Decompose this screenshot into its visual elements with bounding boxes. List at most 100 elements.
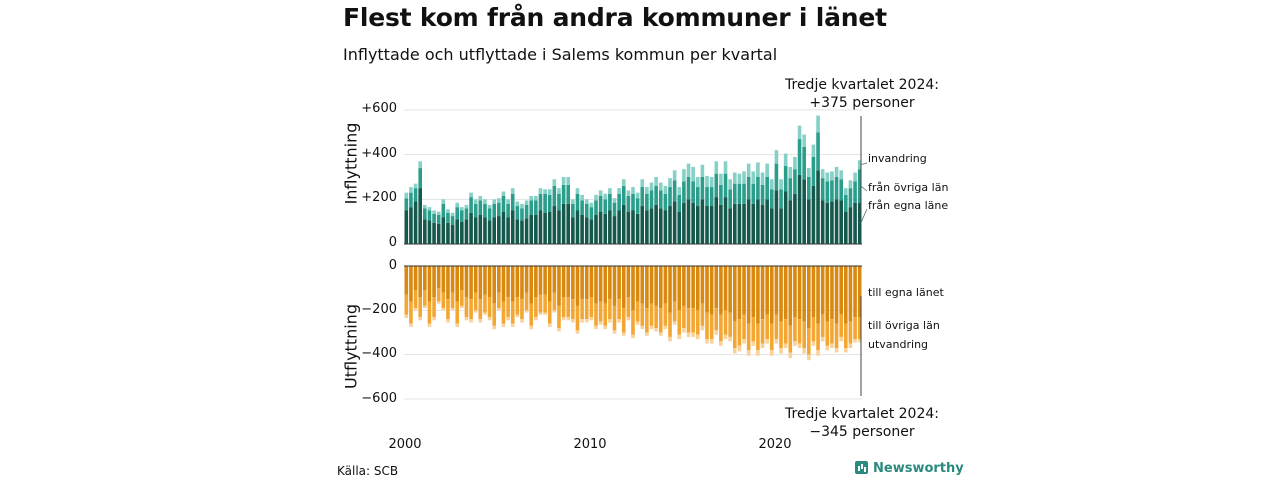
bar-in-ovriga (742, 183, 746, 204)
bar-in-egna (561, 203, 566, 244)
bar-in-invandring (802, 134, 806, 147)
bar-ut-ovriga (811, 316, 816, 342)
bar-in-ovriga (825, 181, 830, 203)
bar-ut-ovriga (756, 323, 760, 351)
bar-in-invandring (742, 171, 746, 184)
bar-ut-utvandring (830, 343, 834, 349)
bar-ut-ovriga (626, 297, 631, 317)
bar-in-invandring (455, 202, 460, 208)
annotation-inflow-line1: Tredje kvartalet 2024: (785, 77, 939, 93)
bar-ut-ovriga (446, 299, 450, 320)
chart-subtitle: Inflyttade och utflyttade i Salems kommu… (343, 45, 778, 64)
bar-ut-utvandring (506, 316, 510, 321)
bar-in-ovriga (668, 187, 672, 207)
bar-in-egna (612, 216, 617, 244)
series-label-till-egna-lanet: till egna länet (868, 286, 944, 299)
bar-in-egna (469, 212, 473, 244)
bar-ut-utvandring (441, 308, 446, 311)
bar-in-invandring (612, 198, 617, 203)
bar-in-ovriga (640, 187, 645, 207)
bar-in-invandring (464, 204, 469, 209)
bar-ut-egna (529, 266, 534, 304)
bar-ut-egna (802, 266, 806, 322)
label-leader-top (860, 162, 868, 166)
bar-ut-ovriga (820, 314, 825, 337)
bar-ut-ovriga (497, 292, 501, 309)
bar-ut-ovriga (834, 323, 839, 349)
bar-in-egna (538, 210, 543, 244)
bar-ut-egna (520, 266, 524, 300)
bar-ut-ovriga (413, 290, 418, 309)
bar-in-ovriga (811, 156, 816, 186)
bar-ut-utvandring (473, 310, 478, 313)
bar-in-ovriga (557, 193, 561, 211)
bar-ut-ovriga (788, 325, 793, 353)
bar-ut-egna (844, 266, 848, 324)
bar-in-ovriga (848, 188, 853, 208)
bar-ut-utvandring (561, 316, 566, 321)
bar-in-ovriga (844, 194, 848, 212)
bar-in-egna (658, 208, 663, 244)
bar-in-invandring (510, 188, 515, 194)
bar-in-egna (584, 217, 589, 244)
series-label-invandring: invandring (868, 152, 927, 165)
bar-ut-ovriga (409, 301, 413, 324)
bar-ut-utvandring (608, 319, 612, 323)
bar-ut-egna (695, 266, 700, 311)
bar-in-egna (663, 210, 668, 244)
bar-ut-utvandring (478, 319, 483, 323)
bar-ut-egna (450, 266, 455, 293)
bar-ut-ovriga (617, 299, 621, 320)
annotation-inflow-line2: +375 personer (809, 95, 915, 111)
bar-in-invandring (515, 201, 520, 207)
bar-ut-utvandring (547, 323, 552, 327)
y-tick-bottom-200: −200 (361, 302, 397, 317)
bar-in-egna (709, 206, 714, 244)
bar-in-egna (774, 190, 779, 244)
bar-ut-utvandring (756, 350, 760, 356)
bar-in-ovriga (594, 200, 598, 215)
bar-in-ovriga (441, 203, 446, 218)
bar-in-ovriga (686, 177, 691, 200)
brand[interactable]: Newsworthy (855, 461, 964, 476)
bar-in-invandring (788, 166, 793, 179)
bar-ut-egna (705, 266, 709, 313)
bar-ut-egna (797, 266, 802, 320)
bar-ut-egna (654, 266, 658, 306)
bar-ut-utvandring (432, 316, 436, 321)
bar-in-invandring (820, 169, 825, 179)
bar-ut-egna (538, 266, 543, 295)
bar-in-egna (571, 217, 575, 244)
bar-ut-utvandring (409, 323, 413, 327)
bar-in-egna (464, 219, 469, 244)
bar-in-invandring (839, 170, 843, 180)
bar-ut-utvandring (645, 332, 649, 336)
label-leader-top (860, 185, 868, 192)
bar-ut-utvandring (783, 343, 788, 349)
bar-in-invandring (584, 199, 589, 204)
bar-in-invandring (580, 194, 584, 201)
bar-in-ovriga (751, 183, 756, 204)
bar-ut-ovriga (663, 303, 668, 326)
bar-in-invandring (460, 207, 464, 211)
bar-in-invandring (830, 171, 834, 181)
bar-in-invandring (423, 204, 427, 209)
bar-ut-egna (765, 266, 769, 315)
bar-in-ovriga (774, 163, 779, 191)
bar-ut-egna (589, 266, 594, 298)
bar-in-ovriga (497, 202, 501, 217)
bar-ut-ovriga (737, 319, 742, 346)
bar-ut-ovriga (483, 294, 487, 313)
bar-in-invandring (756, 162, 760, 177)
bar-ut-ovriga (705, 312, 709, 340)
bar-ut-egna (663, 266, 668, 304)
bar-ut-utvandring (635, 321, 640, 325)
bar-in-invandring (571, 199, 575, 204)
bar-in-invandring (700, 164, 705, 177)
bar-in-ovriga (524, 204, 529, 219)
bar-ut-ovriga (580, 299, 584, 320)
bar-ut-ovriga (732, 321, 737, 349)
bar-ut-utvandring (631, 334, 635, 339)
newsworthy-logo-icon (855, 461, 868, 474)
bar-in-egna (783, 191, 788, 244)
